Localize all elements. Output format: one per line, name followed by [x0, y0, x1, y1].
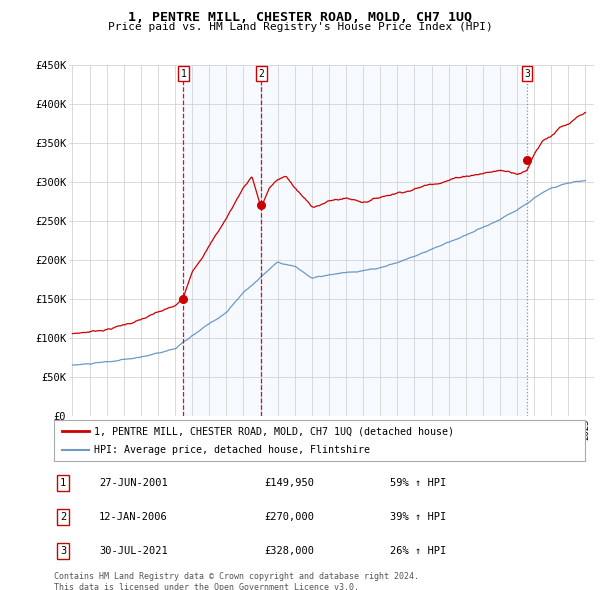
Text: 27-JUN-2001: 27-JUN-2001 [99, 478, 168, 488]
Text: 39% ↑ HPI: 39% ↑ HPI [390, 512, 446, 522]
Text: £149,950: £149,950 [264, 478, 314, 488]
Text: 2: 2 [258, 69, 264, 79]
Text: 30-JUL-2021: 30-JUL-2021 [99, 546, 168, 556]
Text: 1: 1 [60, 478, 66, 488]
Text: Contains HM Land Registry data © Crown copyright and database right 2024.
This d: Contains HM Land Registry data © Crown c… [54, 572, 419, 590]
Text: 2: 2 [60, 512, 66, 522]
Text: 12-JAN-2006: 12-JAN-2006 [99, 512, 168, 522]
Text: 3: 3 [60, 546, 66, 556]
Text: Price paid vs. HM Land Registry's House Price Index (HPI): Price paid vs. HM Land Registry's House … [107, 22, 493, 32]
Bar [261, 65, 527, 416]
Text: 3: 3 [524, 69, 530, 79]
Text: 1: 1 [181, 69, 187, 79]
Text: HPI: Average price, detached house, Flintshire: HPI: Average price, detached house, Flin… [94, 445, 370, 455]
Text: 1, PENTRE MILL, CHESTER ROAD, MOLD, CH7 1UQ: 1, PENTRE MILL, CHESTER ROAD, MOLD, CH7 … [128, 11, 472, 24]
Text: 59% ↑ HPI: 59% ↑ HPI [390, 478, 446, 488]
Text: £270,000: £270,000 [264, 512, 314, 522]
Text: £328,000: £328,000 [264, 546, 314, 556]
Text: 1, PENTRE MILL, CHESTER ROAD, MOLD, CH7 1UQ (detached house): 1, PENTRE MILL, CHESTER ROAD, MOLD, CH7 … [94, 426, 454, 436]
Text: 26% ↑ HPI: 26% ↑ HPI [390, 546, 446, 556]
Bar [184, 65, 261, 416]
